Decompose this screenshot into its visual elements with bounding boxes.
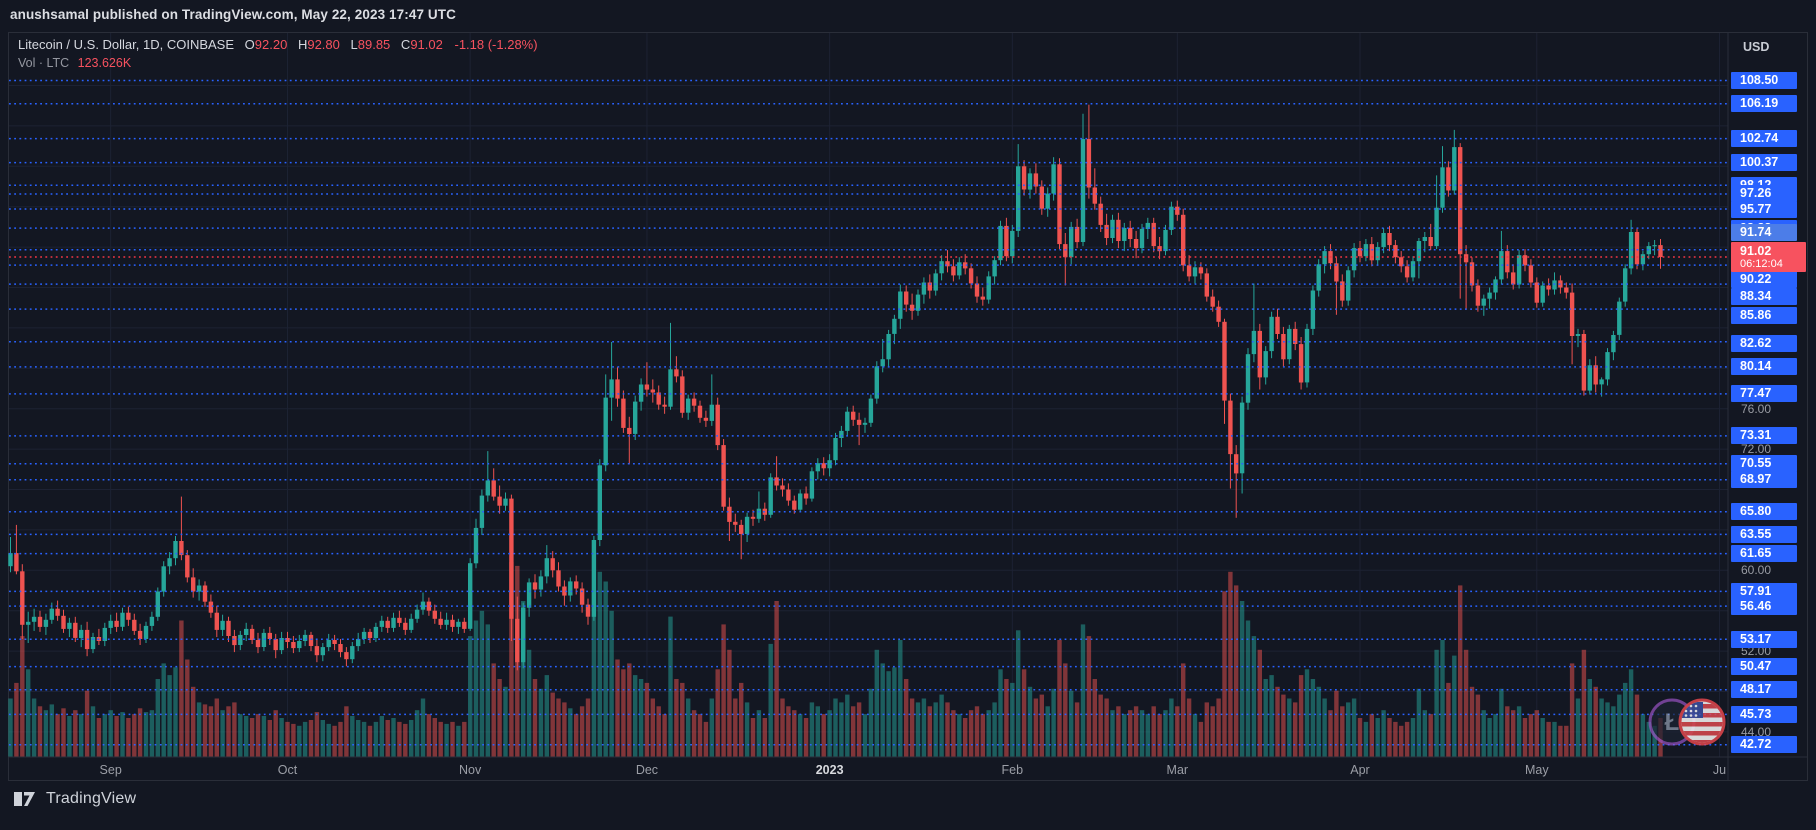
time-axis-month-label: 2023 <box>815 763 844 777</box>
time-axis-month-label: Sep <box>99 763 122 777</box>
price-level-label: 106.19 <box>1731 95 1797 113</box>
time-axis-month-label: May <box>1524 763 1549 777</box>
tradingview-logo-icon <box>14 792 35 806</box>
chart-frame <box>8 32 1808 781</box>
price-level-label: 102.74 <box>1731 130 1797 148</box>
price-level-label: 91.74 <box>1731 224 1797 242</box>
tradingview-footer-link[interactable]: TradingView <box>14 788 136 810</box>
close-value: 91.02 <box>410 37 443 52</box>
time-axis[interactable]: Sep Oct Nov Dec 2023 Feb Mar Apr May Ju <box>8 758 1728 781</box>
price-level-label: 90.22 <box>1731 270 1797 288</box>
price-level-label: 56.46 <box>1731 597 1797 615</box>
symbol-legend: Litecoin / U.S. Dollar, 1D, COINBASE O92… <box>18 37 538 70</box>
price-axis-grid-label: 44.00 <box>1741 724 1772 739</box>
price-level-label: 88.34 <box>1731 287 1797 305</box>
price-level-label: 65.80 <box>1731 503 1797 521</box>
price-level-label: 61.65 <box>1731 545 1797 563</box>
countdown-timer: 06:12:04 <box>1740 258 1783 270</box>
legend-volume-row: Vol · LTC 123.626K <box>18 56 538 70</box>
price-level-label: 63.55 <box>1731 525 1797 543</box>
price-level-label: 80.14 <box>1731 358 1797 376</box>
price-level-label: 108.50 <box>1731 71 1797 89</box>
last-price-value: 91.02 <box>1740 244 1772 258</box>
price-axis-grid-label: 60.00 <box>1741 563 1772 578</box>
price-level-label: 45.73 <box>1731 705 1797 723</box>
price-level-label: 70.55 <box>1731 455 1797 473</box>
chart-canvas[interactable] <box>8 32 1808 781</box>
price-level-label: 73.31 <box>1731 427 1797 445</box>
time-axis-month-label: Nov <box>459 763 482 777</box>
tradingview-brand-text: TradingView <box>46 790 137 807</box>
low-value: 89.85 <box>357 37 391 52</box>
price-axis[interactable]: USD 76.00 72.00 60.00 52.00 44.00 108.50 106.1… <box>1729 32 1808 757</box>
price-level-label: 95.77 <box>1731 200 1797 218</box>
price-axis-grid-label: 76.00 <box>1741 401 1772 416</box>
price-level-label: 85.86 <box>1731 306 1797 324</box>
symbol-watermark: Ł <box>1638 694 1758 755</box>
change-value: -1.18 (-1.28%) <box>454 37 538 52</box>
time-axis-month-label: Ju <box>1712 763 1727 777</box>
price-level-label: 82.62 <box>1731 335 1797 353</box>
price-axis-grid-label: 72.00 <box>1741 442 1772 457</box>
price-level-label: 42.72 <box>1731 736 1797 754</box>
price-level-label: 97.26 <box>1731 185 1797 203</box>
time-axis-month-label: Dec <box>635 763 659 777</box>
publish-header: anushsamal published on TradingView.com,… <box>10 7 456 22</box>
currency-label: USD <box>1743 40 1770 54</box>
usd-flag-icon <box>1678 698 1726 746</box>
high-value: 92.80 <box>307 37 340 52</box>
svg-text:Ł: Ł <box>1665 709 1680 736</box>
high-label: H <box>297 37 308 52</box>
symbol-title: Litecoin / U.S. Dollar, 1D, COINBASE <box>18 37 235 52</box>
volume-value: 123.626K <box>77 56 132 70</box>
price-level-label: 48.17 <box>1731 681 1797 699</box>
low-label: L <box>350 37 358 52</box>
price-level-label: 57.91 <box>1731 582 1797 600</box>
price-level-label: 53.17 <box>1731 630 1797 648</box>
price-level-label: 68.97 <box>1731 471 1797 489</box>
time-axis-month-label: Feb <box>1001 763 1024 777</box>
open-label: O <box>244 37 255 52</box>
price-level-label: 50.47 <box>1731 658 1797 676</box>
price-level-label: 77.47 <box>1731 385 1797 403</box>
volume-label: Vol · LTC <box>18 56 70 70</box>
time-axis-month-label: Apr <box>1350 763 1370 777</box>
time-axis-month-label: Oct <box>277 763 298 777</box>
time-axis-month-label: Mar <box>1166 763 1189 777</box>
last-price-label: 91.02 06:12:04 <box>1731 242 1806 272</box>
price-level-label: 100.37 <box>1731 154 1797 172</box>
legend-ohlc-row: Litecoin / U.S. Dollar, 1D, COINBASE O92… <box>18 37 538 52</box>
close-label: C <box>400 37 411 52</box>
open-value: 92.20 <box>254 37 288 52</box>
